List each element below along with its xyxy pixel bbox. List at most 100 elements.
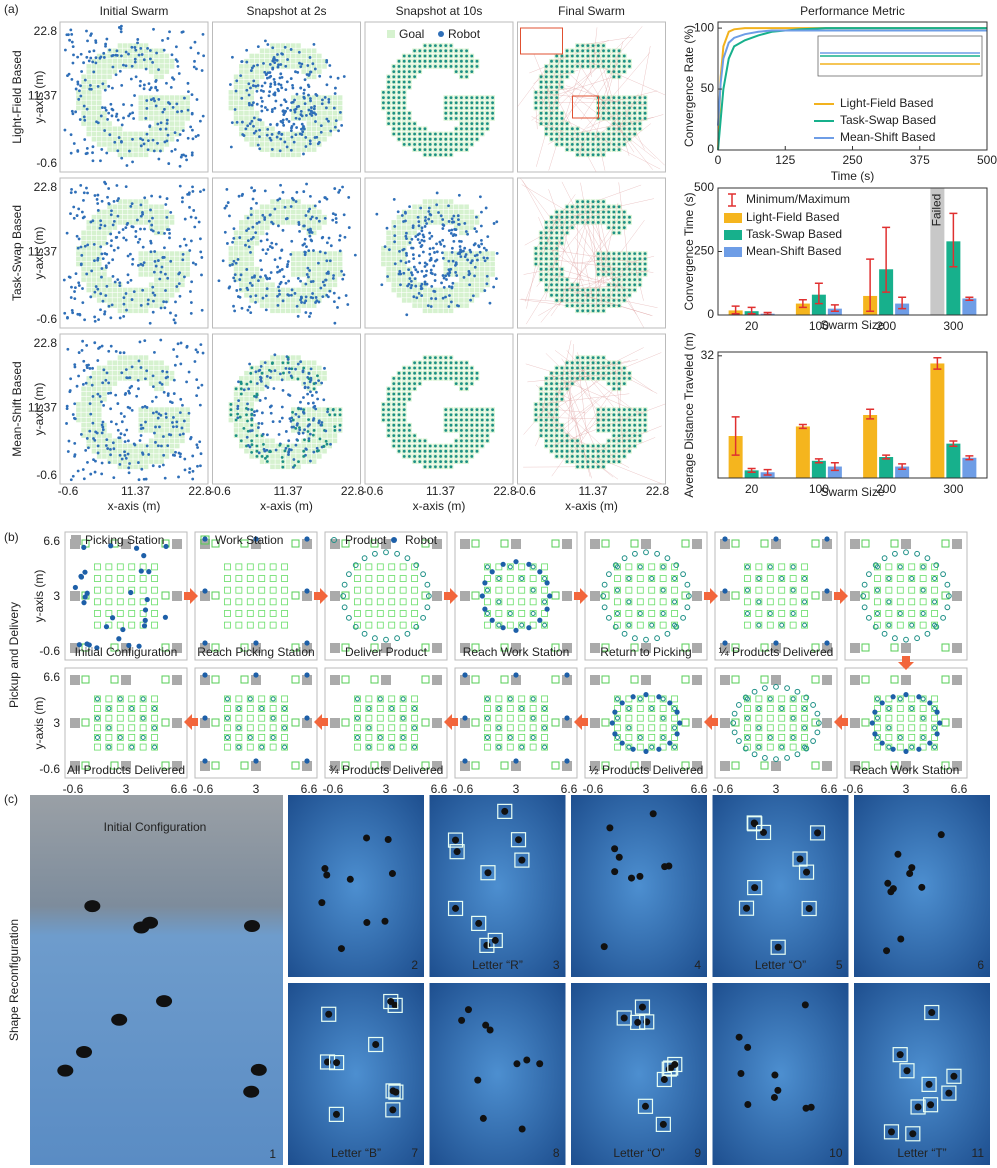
goal-cell <box>254 287 260 293</box>
robot <box>607 215 611 219</box>
robot <box>100 267 104 270</box>
goal-cell <box>259 365 265 371</box>
goal-cell <box>386 251 391 256</box>
robot <box>638 257 642 261</box>
robot <box>233 309 237 313</box>
robot <box>420 229 424 233</box>
y-tick-label: -0.6 <box>36 312 57 326</box>
robot <box>153 431 156 435</box>
robot <box>602 205 605 209</box>
robot <box>74 87 78 91</box>
goal-cell <box>422 287 428 293</box>
robot <box>200 383 204 387</box>
goal-cell <box>122 48 128 54</box>
robot <box>617 267 621 271</box>
robot <box>321 98 324 102</box>
goal-cell <box>301 303 306 308</box>
robot <box>86 243 90 247</box>
robot <box>194 135 198 138</box>
robot <box>92 242 96 246</box>
robot <box>71 474 75 478</box>
robot <box>392 197 396 201</box>
trajectory <box>579 139 583 157</box>
robot <box>181 258 185 262</box>
robot <box>628 288 631 292</box>
goal-cell <box>311 53 317 59</box>
goal-cell <box>174 287 180 293</box>
robot <box>447 274 451 277</box>
robot <box>628 65 631 68</box>
goal-cell <box>143 100 149 106</box>
robot <box>565 215 569 219</box>
robot <box>387 75 390 79</box>
goal-cell <box>112 448 118 454</box>
robot <box>465 96 468 99</box>
robot <box>176 110 179 114</box>
goal-cell <box>102 142 107 147</box>
y-axis-label: y-axis (m) <box>32 227 46 280</box>
goal-cell <box>133 370 138 376</box>
goal-cell <box>249 433 254 438</box>
robot <box>155 51 158 55</box>
robot <box>550 288 553 292</box>
robot <box>116 428 120 432</box>
robot <box>470 96 474 99</box>
goal-cell <box>296 58 301 64</box>
goal-cell <box>107 376 112 381</box>
robot <box>401 248 405 252</box>
goal-cell <box>306 110 312 116</box>
goal-cell <box>86 69 92 74</box>
robot <box>145 369 149 373</box>
goal-cell <box>154 230 159 236</box>
robot <box>137 387 140 391</box>
robot <box>249 295 252 298</box>
goal-cell <box>464 298 469 303</box>
robot <box>565 132 569 136</box>
robot <box>430 234 434 238</box>
goal-cell <box>469 251 475 256</box>
robot <box>447 220 451 223</box>
goal-cell <box>96 433 102 438</box>
goal-cell <box>479 261 485 267</box>
goal-cell <box>148 256 154 262</box>
goal-cell <box>180 121 185 126</box>
robot <box>166 394 170 397</box>
goal-cell <box>76 261 81 267</box>
goal-cell <box>81 277 86 282</box>
robot <box>586 200 590 204</box>
robot <box>110 239 113 243</box>
robot <box>121 228 125 231</box>
y-axis-label: y-axis (m) <box>32 383 46 436</box>
robot <box>460 122 463 125</box>
robot <box>151 400 154 403</box>
goal-cell <box>143 292 149 298</box>
goal-cell <box>317 272 322 277</box>
goal-cell <box>148 303 154 308</box>
robot <box>139 366 143 369</box>
robot <box>232 276 236 280</box>
robot <box>444 132 448 136</box>
goal-cell <box>254 110 260 116</box>
robot <box>199 343 203 347</box>
goal-cell <box>117 199 123 204</box>
goal-cell <box>122 360 128 366</box>
robot <box>628 132 631 136</box>
goal-cell <box>270 48 275 54</box>
goal-cell <box>280 308 286 314</box>
robot <box>189 215 193 219</box>
goal-cell <box>133 459 138 464</box>
goal-cell <box>233 402 239 407</box>
trajectory <box>634 263 644 301</box>
robot <box>565 283 569 287</box>
robot <box>151 216 154 220</box>
robot <box>434 54 437 58</box>
robot <box>323 216 327 220</box>
robot <box>235 79 239 83</box>
robot <box>550 70 553 73</box>
robot <box>150 194 154 198</box>
robot <box>100 199 104 203</box>
robot <box>555 293 559 297</box>
robot <box>180 109 184 113</box>
robot <box>475 96 479 99</box>
goal-cell <box>479 287 485 293</box>
